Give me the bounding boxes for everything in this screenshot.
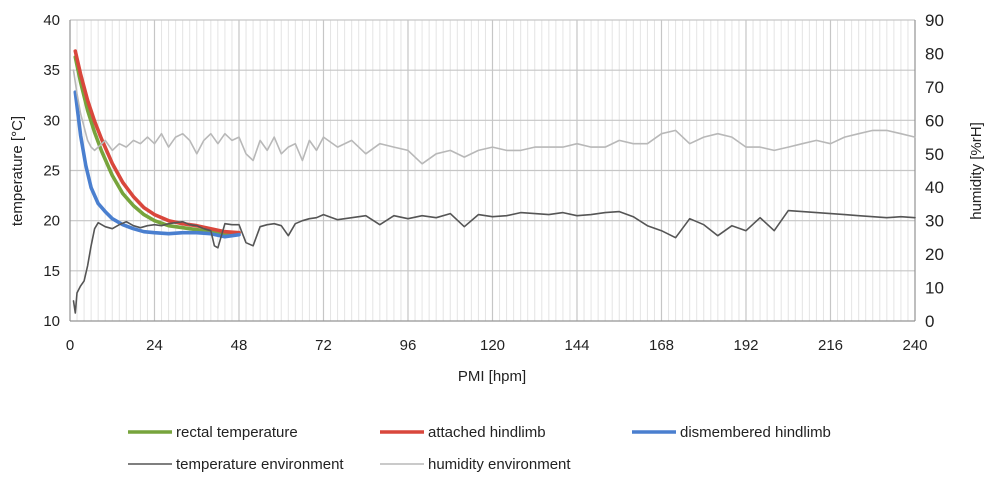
y2-tick-label: 70	[925, 78, 944, 97]
x-tick-label: 192	[733, 337, 758, 354]
y2-tick-label: 30	[925, 212, 944, 231]
x-tick-label: 216	[818, 337, 843, 354]
y-tick-label: 20	[43, 213, 60, 230]
y-tick-label: 25	[43, 163, 60, 180]
x-tick-label: 0	[66, 337, 74, 354]
series-line-humidity-environment	[72, 69, 916, 165]
x-axis-label: PMI [hpm]	[458, 368, 526, 385]
legend-label: temperature environment	[176, 456, 344, 473]
legend-label: attached hindlimb	[428, 424, 546, 441]
y-axis-label: temperature [°C]	[9, 116, 26, 226]
legend: rectal temperature attached hindlimb disme…	[128, 424, 831, 473]
tick-labels: 0 24 48 72 96 120 144 168 192 216 240 10 15 20 25 30 35 4…	[43, 11, 944, 354]
x-tick-label: 240	[902, 337, 927, 354]
x-tick-label: 48	[231, 337, 248, 354]
y2-tick-label: 20	[925, 245, 944, 264]
x-tick-label: 120	[480, 337, 505, 354]
y2-tick-label: 80	[925, 44, 944, 63]
series-line-dismembered-hindlimb	[73, 90, 241, 239]
y2-tick-label: 10	[925, 279, 944, 298]
axes	[69, 20, 916, 322]
plot-lines	[72, 49, 916, 314]
y-tick-label: 30	[43, 112, 60, 129]
x-tick-label: 96	[400, 337, 417, 354]
y2-tick-label: 60	[925, 111, 944, 130]
series-line-attached-hindlimb	[73, 49, 241, 235]
y2-tick-label: 90	[925, 11, 944, 30]
series-line-rectal-temperature	[73, 55, 241, 236]
legend-label: rectal temperature	[176, 424, 298, 441]
x-tick-label: 168	[649, 337, 674, 354]
x-tick-label: 24	[146, 337, 163, 354]
gridlines	[69, 19, 916, 322]
y2-tick-label: 0	[925, 312, 934, 331]
legend-label: dismembered hindlimb	[680, 424, 831, 441]
series-line-temperature-environment	[72, 209, 916, 314]
legend-label: humidity environment	[428, 456, 571, 473]
y-tick-label: 40	[43, 12, 60, 29]
x-tick-label: 144	[564, 337, 589, 354]
y2-tick-label: 40	[925, 178, 944, 197]
y-tick-label: 35	[43, 62, 60, 79]
x-tick-label: 72	[315, 337, 332, 354]
y2-axis-label: humidity [%rH]	[968, 122, 985, 220]
y-tick-label: 15	[43, 263, 60, 280]
y-tick-label: 10	[43, 313, 60, 330]
y2-tick-label: 50	[925, 145, 944, 164]
